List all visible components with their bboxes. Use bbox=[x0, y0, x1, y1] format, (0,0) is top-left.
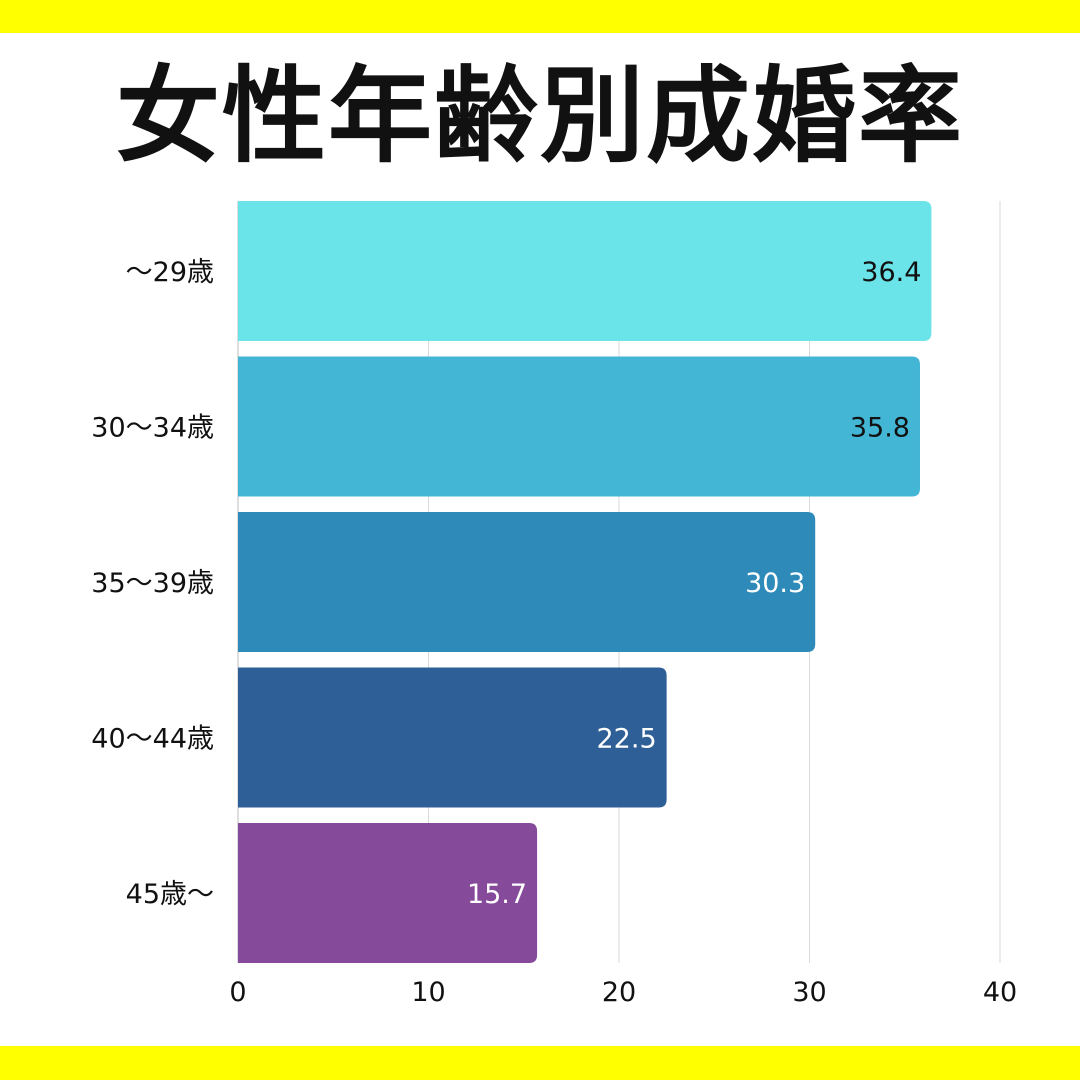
bar-5 bbox=[238, 823, 538, 963]
x-tick-label: 0 bbox=[229, 977, 246, 1008]
value-label: 22.5 bbox=[597, 724, 657, 755]
bar-1 bbox=[238, 201, 932, 341]
x-tick-label: 20 bbox=[602, 977, 636, 1008]
bar-4 bbox=[238, 667, 667, 808]
x-tick-label: 40 bbox=[983, 977, 1017, 1008]
x-tick-label: 10 bbox=[411, 977, 445, 1008]
bottom-yellow-band bbox=[0, 1046, 1080, 1080]
label-layer: 0 10 20 30 40 ～29歳 36.4 30～34歳 35.8 35～39歳 30.3 40～… bbox=[91, 257, 1017, 1008]
category-label: 40～44歳 bbox=[91, 724, 214, 755]
value-label: 15.7 bbox=[467, 879, 527, 910]
value-label: 36.4 bbox=[861, 257, 921, 288]
bar-layer bbox=[238, 201, 932, 963]
category-label: 35～39歳 bbox=[91, 568, 214, 599]
top-yellow-band bbox=[0, 0, 1080, 33]
category-label: ～29歳 bbox=[126, 257, 214, 288]
value-label: 30.3 bbox=[745, 568, 805, 599]
bar-2 bbox=[238, 356, 920, 497]
x-tick-label: 30 bbox=[792, 977, 826, 1008]
value-label: 35.8 bbox=[850, 413, 910, 444]
bar-3 bbox=[238, 512, 816, 652]
category-label: 30～34歳 bbox=[91, 413, 214, 444]
chart-title: 女性年齢別成婚率 bbox=[115, 55, 964, 177]
category-label: 45歳～ bbox=[126, 879, 214, 910]
